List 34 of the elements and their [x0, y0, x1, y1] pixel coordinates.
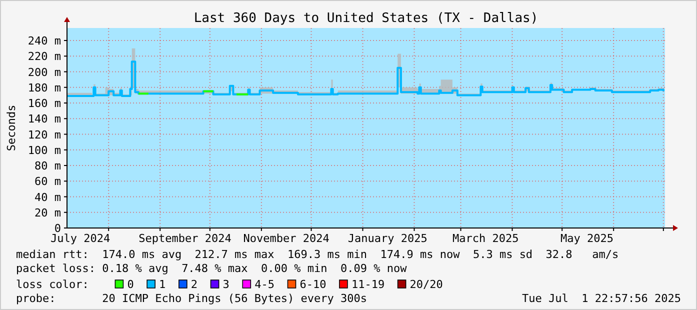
y-tick-label: 0 — [54, 222, 61, 235]
legend-label: 4-5 — [254, 278, 275, 291]
legend-label: 0 — [127, 278, 134, 291]
y-tick-label: 40 m — [34, 190, 62, 204]
y-tick-label: 160 m — [28, 97, 62, 110]
legend-label: 2 — [190, 278, 198, 291]
y-tick-label: 80 m — [34, 160, 62, 172]
y-tick-label: 220 m — [28, 50, 62, 64]
y-tick-label: 20 m — [34, 206, 62, 220]
legend-label: 6-10 — [300, 278, 326, 291]
y-tick-label: 200 m — [28, 66, 62, 79]
legend-label: 1 — [159, 278, 166, 291]
y-axis-title: Seconds — [5, 104, 18, 152]
legend-label: 11-19 — [351, 278, 385, 291]
legend-label: 20/20 — [410, 278, 443, 291]
y-tick-label: 100 m — [28, 144, 62, 157]
x-tick-label: July 2024 — [50, 232, 111, 245]
legend-title: loss color: — [16, 278, 89, 291]
y-tick-label: 120 m — [28, 128, 62, 142]
y-tick-label: 180 m — [28, 81, 62, 94]
y-tick-label: 60 m — [34, 175, 62, 188]
text: Tue Jul 1 22:57:56 2025 — [522, 292, 681, 305]
text: packet loss: 0.18 % avg 7.48 % max 0.00 % min 0.09 % now — [16, 262, 408, 275]
y-tick-label: 140 m — [28, 112, 62, 126]
x-tick-label: May 2025 — [560, 232, 614, 245]
chart-title: Last 360 Days to United States (TX - Dallas) — [194, 11, 538, 26]
x-tick-label: January 2025 — [348, 232, 428, 245]
y-tick-label: 240 m — [28, 34, 62, 48]
text: median rtt: 174.0 ms avg 212.7 ms max 169.3 ms min 174.9 ms now 5.3 ms sd 32.8 am/s — [16, 248, 619, 261]
x-tick-label: November 2024 — [243, 232, 330, 245]
text: probe: 20 ICMP Echo Pings (56 Bytes) every 300s — [16, 292, 367, 305]
x-tick-label: September 2024 — [138, 232, 232, 245]
legend-label: 3 — [222, 278, 230, 291]
x-tick-label: March 2025 — [452, 232, 519, 245]
